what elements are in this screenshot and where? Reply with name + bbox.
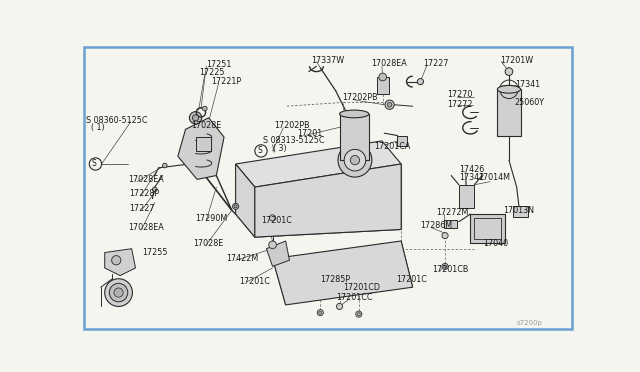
Text: 17201C: 17201C <box>396 275 427 284</box>
Text: 17201: 17201 <box>297 129 323 138</box>
Circle shape <box>114 288 123 297</box>
Polygon shape <box>178 118 224 179</box>
Circle shape <box>379 73 387 81</box>
Text: 17227: 17227 <box>422 60 448 68</box>
Circle shape <box>338 143 372 177</box>
Circle shape <box>189 112 202 124</box>
Text: S 08313-5125C: S 08313-5125C <box>263 137 325 145</box>
Circle shape <box>232 203 239 209</box>
Circle shape <box>350 155 360 165</box>
Text: S: S <box>257 147 262 155</box>
Text: 17028E: 17028E <box>191 121 221 130</box>
Text: 17201C: 17201C <box>261 216 292 225</box>
Bar <box>340 114 369 160</box>
Circle shape <box>152 187 157 192</box>
Text: 17422M: 17422M <box>227 254 259 263</box>
Circle shape <box>442 263 448 269</box>
Circle shape <box>202 106 207 111</box>
Text: 17028EA: 17028EA <box>128 175 164 184</box>
Circle shape <box>337 303 342 310</box>
Text: S 08360-5125C: S 08360-5125C <box>86 116 148 125</box>
Circle shape <box>442 232 448 239</box>
Circle shape <box>387 102 392 107</box>
Text: 17202PB: 17202PB <box>342 93 378 102</box>
Circle shape <box>344 150 365 171</box>
Text: 17272: 17272 <box>447 100 473 109</box>
Text: 17337W: 17337W <box>311 55 344 64</box>
Text: 17286M: 17286M <box>420 221 452 230</box>
Bar <box>444 220 458 228</box>
Circle shape <box>444 265 447 268</box>
Bar <box>497 89 520 135</box>
Text: 17028E: 17028E <box>193 239 223 248</box>
Bar <box>397 135 406 146</box>
Text: 17028EA: 17028EA <box>371 60 407 68</box>
Text: ( 3): ( 3) <box>273 144 286 153</box>
Text: 17221P: 17221P <box>211 77 241 86</box>
Circle shape <box>417 78 424 85</box>
Polygon shape <box>273 241 413 305</box>
Text: 17290M: 17290M <box>196 214 228 223</box>
Circle shape <box>356 311 362 317</box>
Text: 17040: 17040 <box>484 239 509 248</box>
Text: 17255: 17255 <box>141 248 167 257</box>
Circle shape <box>385 100 394 109</box>
Text: 17342: 17342 <box>459 173 484 182</box>
Text: s7200p: s7200p <box>516 320 543 326</box>
Polygon shape <box>236 141 401 187</box>
Bar <box>459 185 474 208</box>
Text: 17201CC: 17201CC <box>336 293 372 302</box>
Text: 17014M: 17014M <box>478 173 510 182</box>
Text: 17202PB: 17202PB <box>274 121 310 130</box>
Polygon shape <box>236 164 255 237</box>
Text: S: S <box>92 160 96 169</box>
Text: 17201CB: 17201CB <box>432 265 468 274</box>
Ellipse shape <box>340 110 369 118</box>
Circle shape <box>357 312 360 316</box>
Circle shape <box>269 241 276 249</box>
Bar <box>474 218 501 240</box>
Text: 17272M: 17272M <box>436 208 468 217</box>
Bar <box>470 214 505 243</box>
Text: 17251: 17251 <box>206 60 232 69</box>
Circle shape <box>269 215 276 221</box>
Polygon shape <box>105 249 136 276</box>
Circle shape <box>193 115 198 121</box>
Circle shape <box>109 283 128 302</box>
Circle shape <box>505 68 513 76</box>
Polygon shape <box>266 241 289 266</box>
Text: 17227: 17227 <box>129 204 155 213</box>
Text: 17426: 17426 <box>459 165 484 174</box>
Text: 17201CD: 17201CD <box>344 283 380 292</box>
Text: 17228P: 17228P <box>129 189 159 198</box>
Circle shape <box>111 256 121 265</box>
Bar <box>196 137 211 151</box>
Text: 17201W: 17201W <box>500 55 533 64</box>
Circle shape <box>319 311 322 314</box>
Bar <box>513 206 528 217</box>
Text: 17013N: 17013N <box>504 206 534 215</box>
Polygon shape <box>255 164 401 237</box>
Circle shape <box>163 163 167 168</box>
Text: 25060Y: 25060Y <box>515 98 545 107</box>
Circle shape <box>234 205 237 208</box>
Circle shape <box>317 310 323 316</box>
Text: 17225: 17225 <box>200 68 225 77</box>
Ellipse shape <box>498 86 520 93</box>
Text: 17285P: 17285P <box>320 275 351 284</box>
Text: 17201C: 17201C <box>239 277 270 286</box>
Text: 17201CA: 17201CA <box>374 142 411 151</box>
Bar <box>376 77 389 94</box>
Circle shape <box>105 279 132 307</box>
Text: 17341: 17341 <box>515 80 540 89</box>
Ellipse shape <box>497 86 520 93</box>
Text: ( 1): ( 1) <box>91 123 104 132</box>
Text: 17270: 17270 <box>447 90 473 99</box>
Text: 17028EA: 17028EA <box>128 224 164 232</box>
